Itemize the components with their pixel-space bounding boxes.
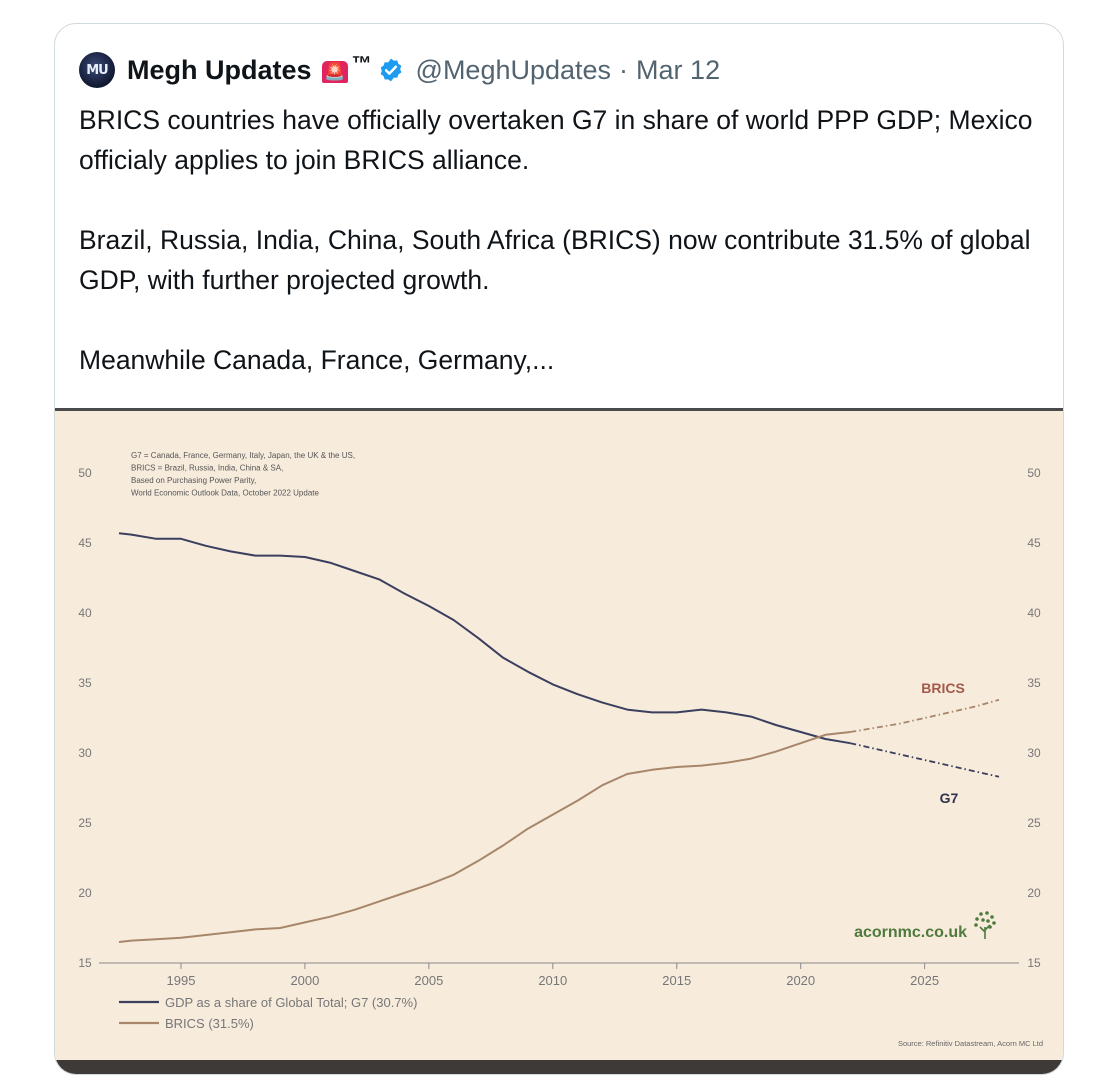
chart-notes: G7 = Canada, France, Germany, Italy, Jap…: [131, 451, 355, 498]
watermark: acornmc.co.uk: [854, 911, 996, 941]
tweet-paragraph: BRICS countries have officially overtake…: [79, 105, 1033, 175]
tree-leaf: [990, 915, 994, 919]
y-tick-label-left: 20: [78, 886, 92, 900]
g7-legend-label: GDP as a share of Global Total; G7 (30.7…: [165, 995, 417, 1010]
tweet-header: MU Megh Updates 🚨 ™ @MeghUpdates · Mar 1…: [79, 52, 720, 88]
chart-note-line: G7 = Canada, France, Germany, Italy, Jap…: [131, 451, 355, 460]
tree-leaf: [988, 925, 992, 929]
y-tick-label-left: 40: [78, 606, 92, 620]
y-tick-label-right: 20: [1027, 886, 1041, 900]
y-tick-label-left: 30: [78, 746, 92, 760]
tree-leaf: [986, 919, 990, 923]
y-tick-label-right: 25: [1027, 816, 1041, 830]
x-tick-label: 2010: [538, 973, 567, 988]
tweet-card[interactable]: MU Megh Updates 🚨 ™ @MeghUpdates · Mar 1…: [54, 23, 1064, 1075]
y-tick-label-right: 30: [1027, 746, 1041, 760]
y-tick-label-left: 35: [78, 676, 92, 690]
y-tick-label-right: 50: [1027, 466, 1041, 480]
tree-leaf: [974, 923, 978, 927]
source-note: Source: Refinitiv Datastream, Acorn MC L…: [898, 1039, 1043, 1048]
watermark-text: acornmc.co.uk: [854, 924, 967, 941]
tree-logo-icon: [974, 911, 996, 939]
chart-note-line: BRICS = Brazil, Russia, India, China & S…: [131, 464, 283, 473]
x-tick-label: 2005: [414, 973, 443, 988]
tree-leaf: [981, 918, 985, 922]
chart-note-line: Based on Purchasing Power Parity,: [131, 476, 256, 485]
y-tick-label-right: 15: [1027, 956, 1041, 970]
avatar[interactable]: MU: [79, 52, 115, 88]
display-name[interactable]: Megh Updates: [127, 54, 312, 85]
g7-series-line: [118, 532, 851, 745]
chart-note-line: World Economic Outlook Data, October 202…: [131, 489, 320, 498]
y-tick-label-left: 45: [78, 536, 92, 550]
media-bottom-bar: [55, 1060, 1063, 1074]
x-tick-label: 1995: [167, 973, 196, 988]
y-tick-label-left: 50: [78, 466, 92, 480]
brics-series-label: BRICS: [921, 680, 965, 696]
tweet-paragraph: Meanwhile Canada, France, Germany,...: [79, 345, 555, 375]
separator-dot: ·: [619, 54, 629, 85]
tweet-text: BRICS countries have officially overtake…: [79, 100, 1039, 380]
x-axis: 1995 2000 2005 2010 2015 2020 2025: [99, 962, 1019, 988]
tree-leaf: [992, 921, 996, 925]
x-tick-label: 2015: [662, 973, 691, 988]
siren-emoji-icon: 🚨: [321, 61, 348, 83]
y-tick-label-left: 25: [78, 816, 92, 830]
x-tick-label: 2020: [786, 973, 815, 988]
y-tick-label-left: 15: [78, 956, 92, 970]
chart-svg: G7 = Canada, France, Germany, Italy, Jap…: [78, 451, 1043, 1048]
chart-series: [118, 532, 1000, 943]
brics-legend-label: BRICS (31.5%): [165, 1016, 254, 1031]
brics-series-line: [118, 731, 851, 943]
g7-projection-line: [850, 742, 1000, 778]
brics-projection-line: [850, 698, 1000, 733]
series-labels: BRICS G7: [921, 680, 965, 806]
user-handle[interactable]: @MeghUpdates: [415, 54, 612, 85]
chart-image[interactable]: G7 = Canada, France, Germany, Italy, Jap…: [55, 411, 1063, 1074]
tree-leaf: [975, 917, 979, 921]
tree-leaf: [979, 912, 983, 916]
y-axis-right: 15 20 25 30 35 40 45 50: [1027, 466, 1041, 970]
verified-badge-icon: [380, 58, 401, 82]
tweet-paragraph: Brazil, Russia, India, China, South Afri…: [79, 225, 1031, 295]
legend: GDP as a share of Global Total; G7 (30.7…: [119, 995, 417, 1031]
tree-leaf: [985, 911, 989, 915]
y-tick-label-right: 40: [1027, 606, 1041, 620]
y-tick-label-right: 35: [1027, 676, 1041, 690]
x-tick-label: 2000: [290, 973, 319, 988]
media-top-border: [55, 408, 1063, 411]
tweet-date[interactable]: Mar 12: [636, 54, 721, 85]
x-tick-label: 2025: [910, 973, 939, 988]
y-tick-label-right: 45: [1027, 536, 1041, 550]
trademark-symbol: ™: [351, 52, 372, 75]
g7-series-label: G7: [940, 790, 959, 806]
y-axis-left: 15 20 25 30 35 40 45 50: [78, 466, 92, 970]
